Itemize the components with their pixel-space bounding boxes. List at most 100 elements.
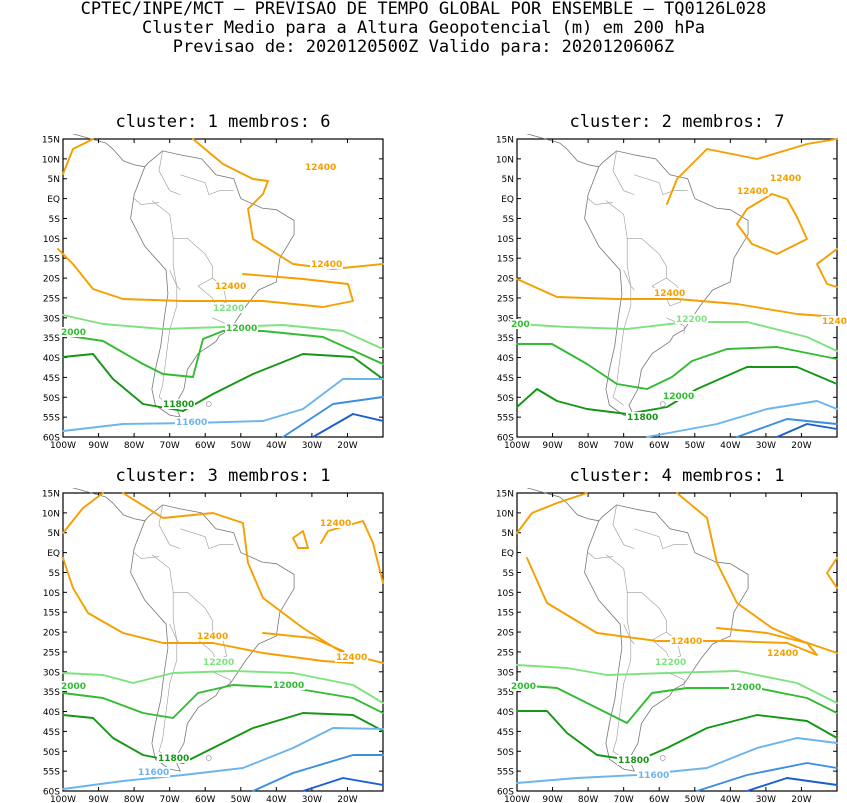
map-frame bbox=[62, 492, 384, 792]
map-panel-cluster-4: 15N 10N 5N EQ 5S 10S 15S 20S 25S 30S 35S 40S 45S 50S 5… bbox=[496, 488, 838, 803]
central-america-coastline bbox=[72, 134, 145, 168]
header-title-line3: Previsao de: 2020120500Z Valido para: 20… bbox=[172, 37, 675, 57]
contour-label: 11600 bbox=[138, 768, 169, 778]
lat-tick-label: 30S bbox=[497, 314, 514, 324]
lon-tick-label: 70W bbox=[613, 441, 633, 451]
contour-label-bg bbox=[212, 303, 245, 313]
contour-12400 bbox=[676, 492, 838, 654]
contour-11800 bbox=[516, 710, 838, 762]
contour-label-bg bbox=[617, 755, 650, 765]
contour-label-bg bbox=[196, 631, 229, 641]
contour-11800 bbox=[62, 353, 384, 412]
lat-tick-label: 40S bbox=[43, 354, 60, 364]
country-border bbox=[133, 552, 160, 559]
lon-tick-label: 40W bbox=[266, 795, 286, 803]
contour-label-bg bbox=[304, 162, 337, 172]
country-border bbox=[634, 174, 688, 195]
lon-tick-label: 60W bbox=[649, 441, 669, 451]
panel-title-cluster-2: cluster: 2 membros: 7 bbox=[569, 112, 785, 132]
lat-tick-label: 35S bbox=[43, 688, 60, 698]
contour-12400 bbox=[122, 492, 384, 664]
contour-11400 bbox=[736, 418, 838, 438]
contour-label: 12000 bbox=[730, 683, 761, 693]
contour-label: 12200 bbox=[213, 304, 244, 314]
contour-label-bg bbox=[510, 319, 531, 329]
contour-12200 bbox=[62, 670, 384, 704]
contour-label-bg bbox=[675, 314, 708, 324]
lat-tick-label: 10S bbox=[43, 589, 60, 599]
lat-tick-label: 50S bbox=[497, 748, 514, 758]
lat-tick-label: 5N bbox=[502, 175, 514, 185]
south-america-coastline bbox=[130, 150, 295, 418]
map-panel-cluster-1: 15N 10N 5N EQ 5S 10S 15S 20S 25S 30S 35S 40S 45S 50S 5… bbox=[42, 134, 384, 451]
country-border bbox=[172, 238, 181, 291]
contour-label-bg bbox=[60, 681, 87, 691]
lon-tick-label: 40W bbox=[720, 441, 740, 451]
contour-label: 2000 bbox=[61, 682, 86, 692]
lat-tick-label: 25S bbox=[43, 294, 60, 304]
contour-label: 12400 bbox=[671, 637, 702, 647]
country-border bbox=[158, 504, 181, 549]
contour-label: 12400 bbox=[767, 649, 798, 659]
lon-tick-label: 100W bbox=[504, 441, 530, 451]
lon-tick-label: 30W bbox=[302, 441, 322, 451]
lat-tick-label: EQ bbox=[501, 549, 514, 559]
lat-tick-label: 5S bbox=[49, 215, 61, 225]
country-border bbox=[133, 198, 160, 205]
country-border bbox=[158, 150, 181, 195]
contour-label-bg bbox=[137, 767, 170, 777]
contour-12200 bbox=[516, 664, 838, 704]
lat-tick-label: 15N bbox=[42, 490, 60, 500]
contour-11600 bbox=[646, 400, 838, 438]
lon-tick-label: 40W bbox=[266, 441, 286, 451]
lon-tick-label: 90W bbox=[88, 795, 108, 803]
lon-tick-label: 50W bbox=[685, 795, 705, 803]
contour-label: 12400 bbox=[320, 519, 351, 529]
contour-label: 12200 bbox=[655, 658, 686, 668]
country-border bbox=[666, 317, 685, 334]
contour-label: 12200 bbox=[203, 658, 234, 668]
contour-11600 bbox=[62, 727, 384, 790]
lat-tick-label: 10S bbox=[43, 235, 60, 245]
lon-tick-label: 20W bbox=[337, 441, 357, 451]
contour-label-bg bbox=[626, 412, 659, 422]
south-america-coastline bbox=[584, 504, 749, 772]
country-border bbox=[605, 554, 667, 633]
contour-12000 bbox=[62, 330, 384, 378]
contour-label: 12400 bbox=[197, 632, 228, 642]
contour-label: 12000 bbox=[663, 392, 694, 402]
falklands-island bbox=[659, 401, 666, 407]
contour-11800 bbox=[62, 712, 384, 764]
lat-tick-label: 40S bbox=[497, 354, 514, 364]
contour-11400 bbox=[696, 762, 838, 792]
contour-11200 bbox=[776, 423, 838, 438]
contour-label-bg bbox=[510, 681, 537, 691]
contour-label: 12400 bbox=[311, 260, 342, 270]
lat-tick-label: 5S bbox=[503, 215, 515, 225]
country-border bbox=[151, 200, 213, 279]
lon-tick-label: 80W bbox=[578, 795, 598, 803]
country-border bbox=[151, 554, 213, 633]
lat-tick-label: 10N bbox=[42, 155, 60, 165]
lon-tick-label: 50W bbox=[231, 795, 251, 803]
lon-tick-label: 50W bbox=[685, 441, 705, 451]
lat-tick-label: 50S bbox=[43, 394, 60, 404]
contour-label: 11800 bbox=[163, 400, 194, 410]
lat-tick-label: 55S bbox=[497, 768, 514, 778]
panel-title-cluster-3: cluster: 3 membros: 1 bbox=[115, 466, 331, 486]
contour-label-bg bbox=[272, 680, 305, 690]
lon-tick-label: 60W bbox=[649, 795, 669, 803]
lat-tick-label: 45S bbox=[43, 728, 60, 738]
contour-12400 bbox=[526, 557, 818, 656]
contour-11200 bbox=[312, 413, 384, 438]
lat-tick-label: 20S bbox=[43, 275, 60, 285]
lon-tick-label: 80W bbox=[124, 441, 144, 451]
contour-label-bg bbox=[214, 281, 247, 291]
contour-label: 200 bbox=[511, 320, 530, 330]
contour-12000 bbox=[62, 684, 384, 719]
contour-12000 bbox=[516, 684, 838, 724]
contour-label-bg bbox=[766, 648, 799, 658]
lat-tick-label: 5S bbox=[49, 569, 61, 579]
lon-tick-label: 20W bbox=[791, 795, 811, 803]
country-border bbox=[605, 200, 667, 279]
